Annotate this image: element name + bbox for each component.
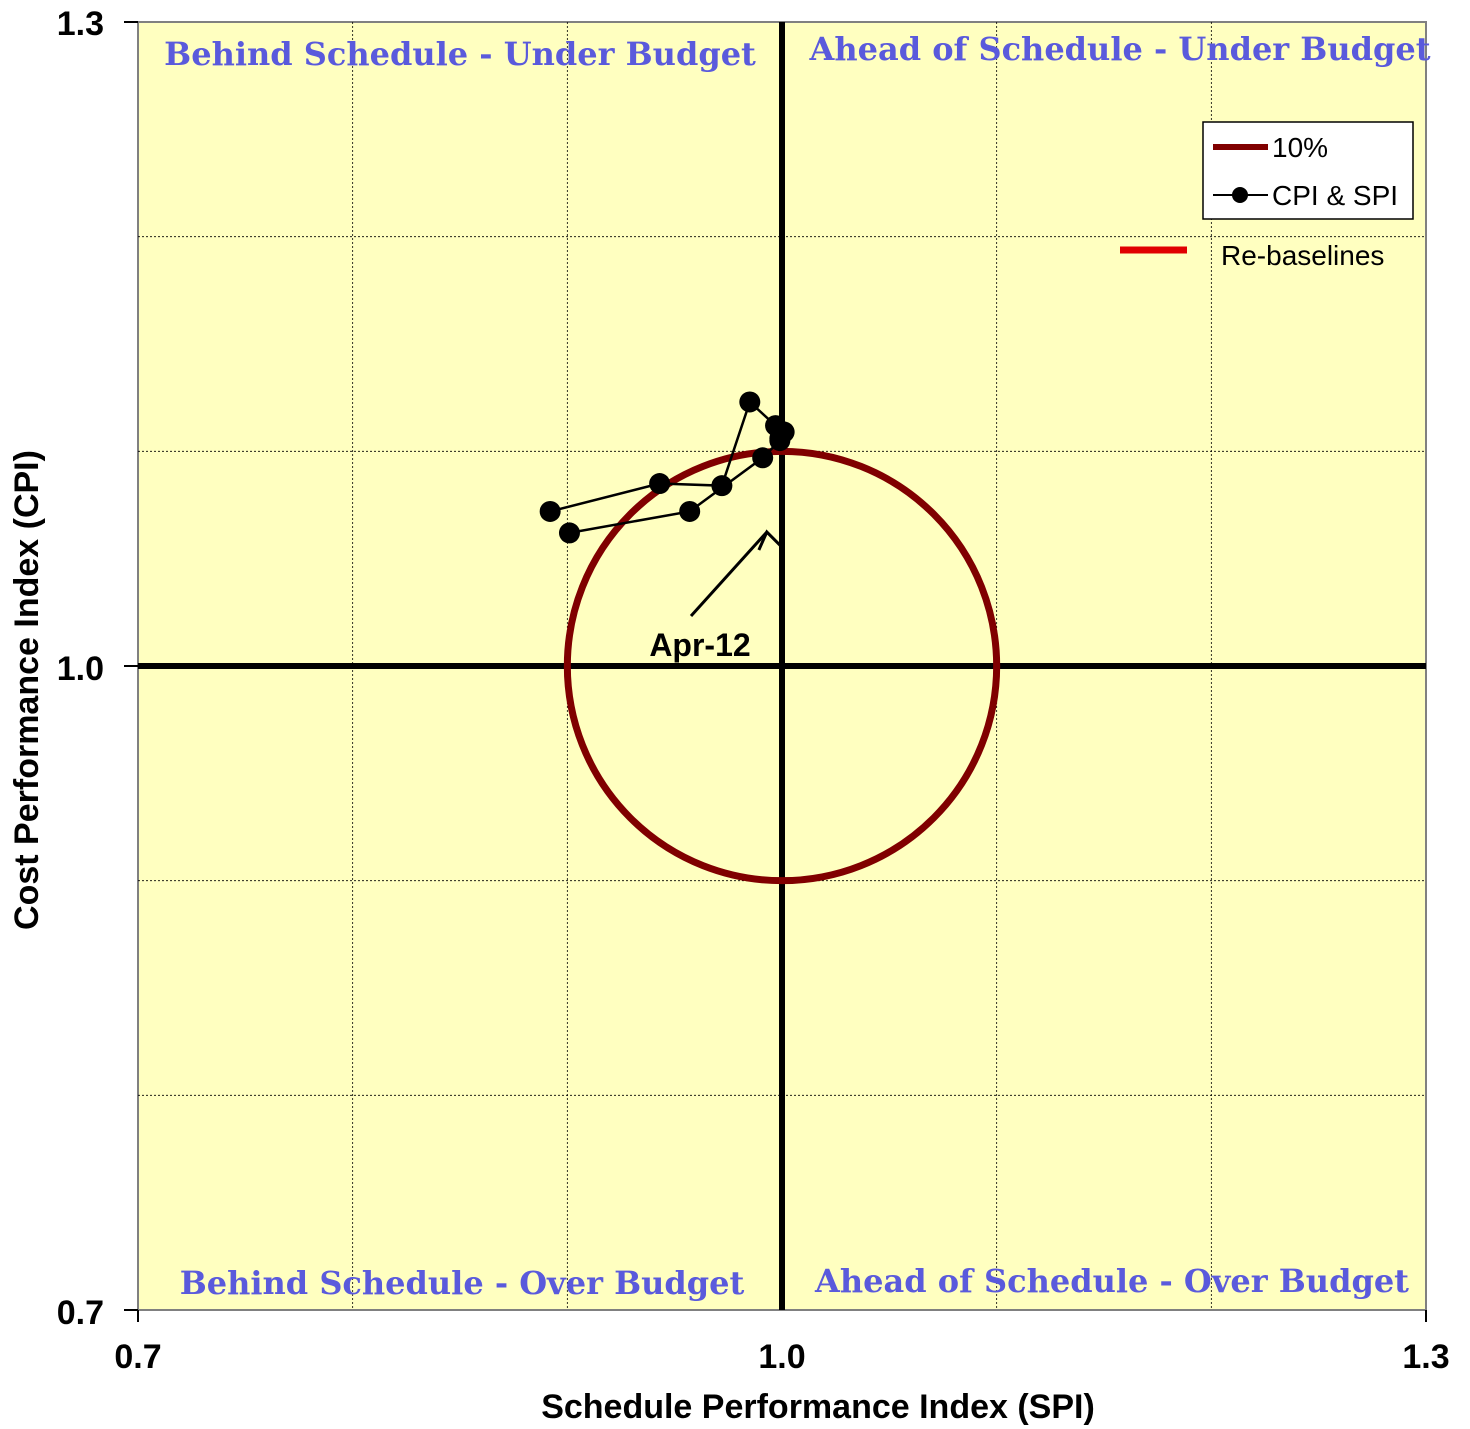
data-point [711, 475, 733, 497]
x-tick-0-7: 0.7 [114, 1338, 161, 1376]
x-axis-title: Schedule Performance Index (SPI) [541, 1388, 1095, 1426]
quadrant-label-bottom-left: Behind Schedule - Over Budget [180, 1264, 745, 1302]
data-point [765, 415, 787, 437]
annotation-arrow-head [757, 529, 782, 551]
data-point [752, 447, 774, 469]
legend: 10% CPI & SPI Re-baselines [1120, 121, 1414, 271]
legend-marker-cpi-spi [1232, 187, 1248, 203]
legend-box [1202, 121, 1414, 220]
y-tick-0-7: 0.7 [57, 1294, 104, 1332]
x-tick-1-0: 1.0 [758, 1338, 805, 1376]
y-axis-title: Cost Performance Index (CPI) [8, 450, 46, 930]
x-tick-1-3: 1.3 [1402, 1338, 1449, 1376]
data-point [539, 500, 561, 522]
series-points [539, 391, 795, 544]
quadrant-label-top-left: Behind Schedule - Under Budget [164, 35, 756, 73]
y-tick-1-0: 1.0 [57, 650, 104, 688]
annotation-apr-12: Apr-12 [649, 627, 750, 663]
legend-label-10pct: 10% [1272, 132, 1328, 163]
data-point [739, 391, 761, 413]
axis-ticks [124, 21, 1427, 1322]
y-tick-1-3: 1.3 [57, 5, 104, 43]
threshold-circle-10pct [563, 447, 1001, 885]
quadrant-label-bottom-right: Ahead of Schedule - Over Budget [814, 1262, 1409, 1300]
data-point [679, 500, 701, 522]
legend-label-cpi-spi: CPI & SPI [1272, 180, 1398, 211]
data-point [649, 473, 671, 495]
data-point [558, 522, 580, 544]
quadrant-label-top-right: Ahead of Schedule - Under Budget [809, 30, 1431, 68]
legend-label-re-baselines: Re-baselines [1221, 240, 1384, 271]
annotation-arrow-line [689, 531, 768, 618]
